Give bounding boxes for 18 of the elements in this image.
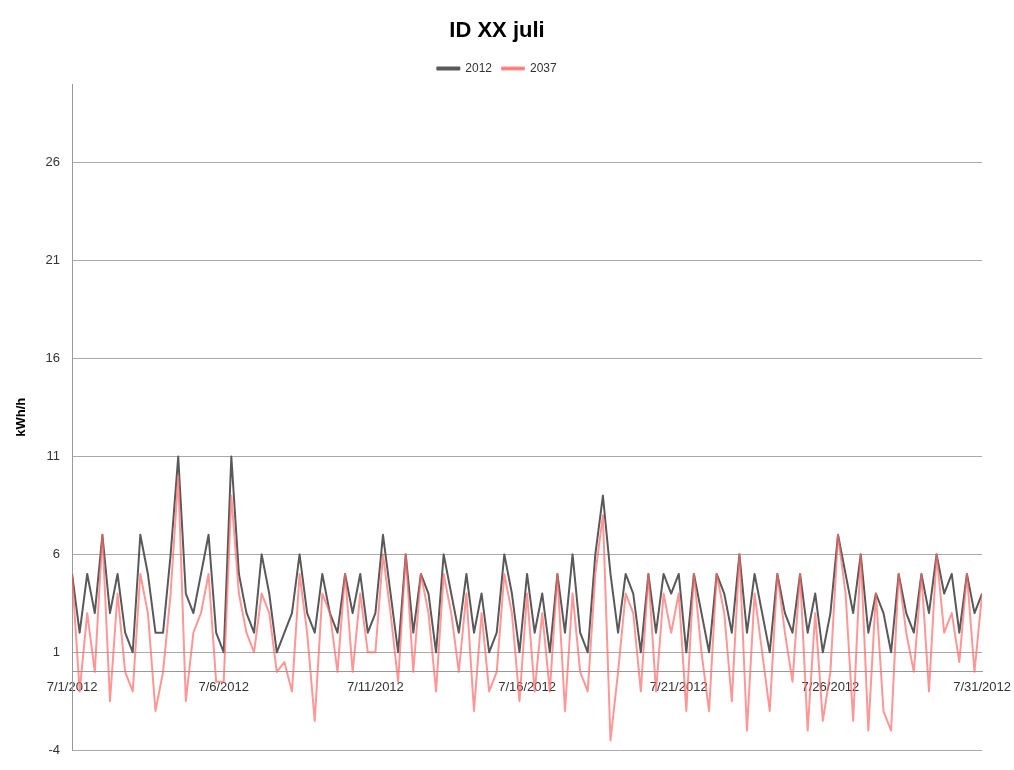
y-tick-label: 26 — [45, 154, 61, 170]
y-tick-label: 21 — [45, 252, 61, 268]
y-tick-label: 1 — [52, 643, 61, 659]
x-tick-label: 7/21/2012 — [649, 679, 708, 695]
y-tick-label: -4 — [48, 741, 61, 757]
y-tick-label: 16 — [45, 350, 61, 366]
legend-label: 2037 — [530, 60, 558, 75]
x-tick-label: 7/31/2012 — [953, 679, 1012, 695]
x-tick-label: 7/11/2012 — [346, 679, 404, 695]
y-axis-title: kWh/h — [13, 397, 29, 437]
x-tick-label: 7/16/2012 — [498, 679, 556, 695]
x-tick-label: 7/1/2012 — [46, 679, 98, 695]
x-tick-label: 7/26/2012 — [801, 679, 860, 695]
x-tick-label: 7/6/2012 — [198, 679, 250, 695]
y-tick-label: 11 — [46, 448, 61, 464]
y-tick-label: 6 — [52, 545, 61, 561]
legend-label: 2012 — [465, 60, 493, 75]
chart-title: ID XX juli — [449, 17, 545, 43]
